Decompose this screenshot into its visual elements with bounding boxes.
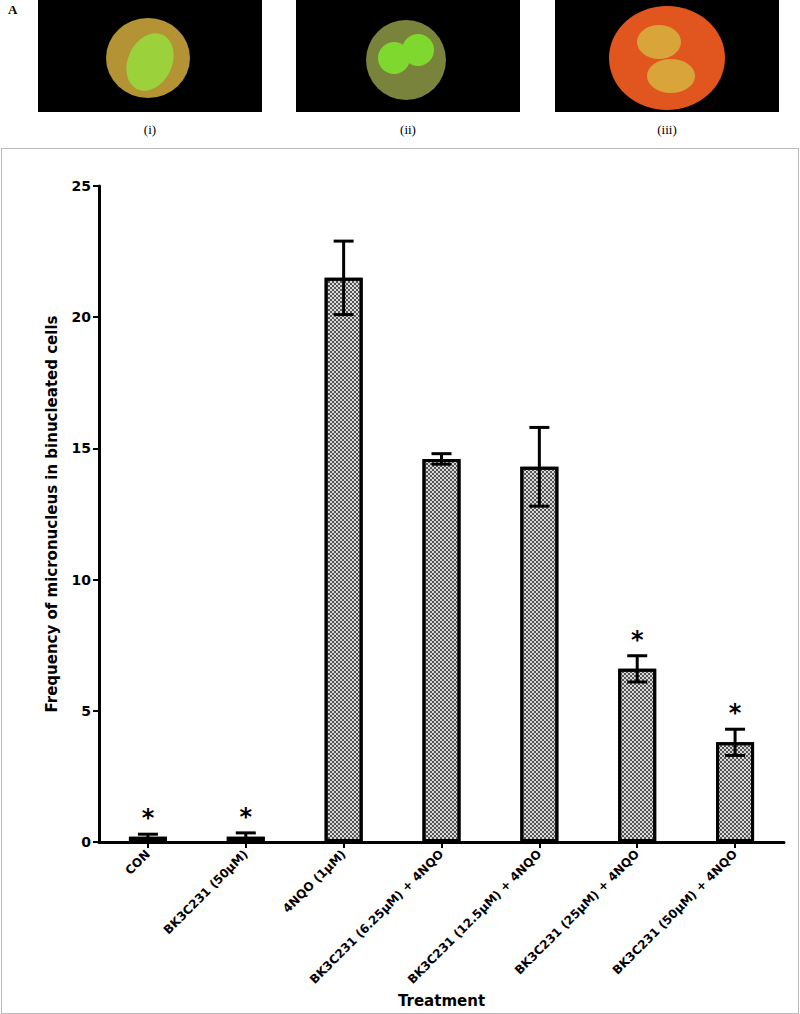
svg-text:BK3C231 (25μM) + 4NQO: BK3C231 (25μM) + 4NQO xyxy=(511,847,643,978)
svg-text:BK3C231 (12.5μM) + 4NQO: BK3C231 (12.5μM) + 4NQO xyxy=(404,847,545,987)
svg-text:15: 15 xyxy=(72,440,91,456)
svg-text:(iii): (iii) xyxy=(657,122,677,137)
svg-text:(ii): (ii) xyxy=(400,122,416,137)
svg-text:0: 0 xyxy=(81,834,91,850)
svg-text:*: * xyxy=(631,626,644,654)
svg-text:BK3C231 (50μM) + 4NQO: BK3C231 (50μM) + 4NQO xyxy=(610,847,740,977)
svg-text:A: A xyxy=(8,2,18,17)
svg-text:10: 10 xyxy=(72,572,92,588)
svg-text:25: 25 xyxy=(72,178,91,194)
svg-text:*: * xyxy=(240,803,253,831)
svg-text:5: 5 xyxy=(81,703,91,719)
svg-text:*: * xyxy=(142,804,155,832)
svg-text:(i): (i) xyxy=(144,122,156,137)
svg-text:4NQO (1μM): 4NQO (1μM) xyxy=(280,847,349,916)
svg-text:Frequency of micronucleus in b: Frequency of micronucleus in binucleated… xyxy=(43,315,61,712)
svg-text:BK3C231 (6.25μM) + 4NQO: BK3C231 (6.25μM) + 4NQO xyxy=(307,847,447,987)
svg-text:Treatment: Treatment xyxy=(398,992,485,1010)
svg-text:*: * xyxy=(729,699,742,727)
svg-text:20: 20 xyxy=(72,309,92,325)
svg-text:CON: CON xyxy=(122,847,152,877)
svg-text:BK3C231 (50μM): BK3C231 (50μM) xyxy=(161,847,251,937)
